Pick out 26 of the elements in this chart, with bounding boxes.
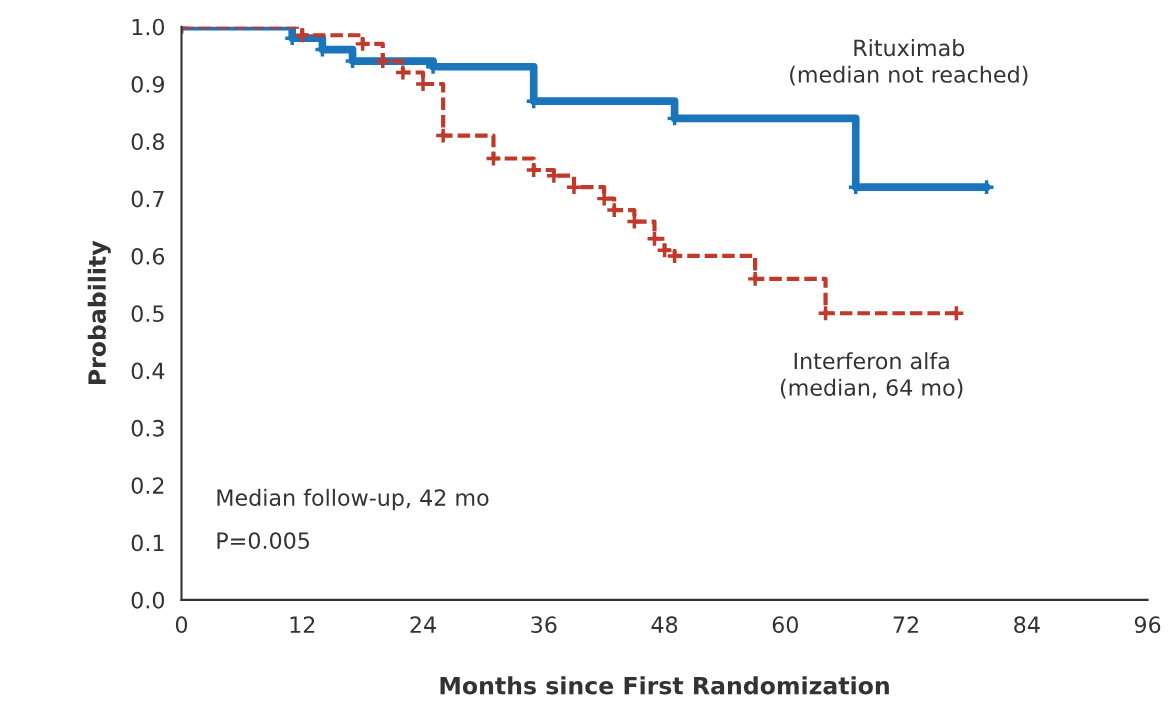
- x-tick-label: 24: [410, 616, 436, 633]
- y-tick-label: 0.4: [131, 362, 165, 380]
- y-tick-label: 0.0: [131, 591, 165, 609]
- x-axis-title: Months since First Randomization: [440, 676, 889, 695]
- x-tick-label: 12: [290, 616, 315, 633]
- x-tick-label: 84: [1014, 616, 1040, 634]
- x-tick-label: 48: [651, 616, 678, 634]
- y-tick-label: 0.1: [131, 534, 164, 552]
- x-tick-label: 0: [175, 616, 188, 634]
- series-label: Rituximab (median not reached): [790, 39, 1028, 86]
- y-axis-title: Probability: [87, 240, 111, 385]
- x-tick-label: 96: [1134, 616, 1161, 634]
- annotation: P=0.005: [217, 532, 310, 549]
- annotation: Median follow-up, 42 mo: [217, 488, 489, 511]
- x-tick-label: 72: [893, 616, 918, 633]
- y-tick-label: 0.6: [131, 247, 165, 265]
- x-tick-label: 36: [531, 616, 557, 634]
- x-tick-label: 60: [772, 616, 798, 634]
- y-tick-label: 0.3: [131, 419, 164, 437]
- y-tick-label: 0.9: [131, 75, 164, 93]
- y-tick-label: 0.2: [131, 477, 164, 494]
- y-tick-label: 0.8: [131, 133, 165, 151]
- y-tick-label: 0.5: [131, 305, 164, 323]
- y-tick-label: 1.0: [132, 18, 165, 36]
- y-tick-label: 0.7: [131, 190, 164, 208]
- series-label: Interferon alfa (median, 64 mo): [780, 352, 963, 399]
